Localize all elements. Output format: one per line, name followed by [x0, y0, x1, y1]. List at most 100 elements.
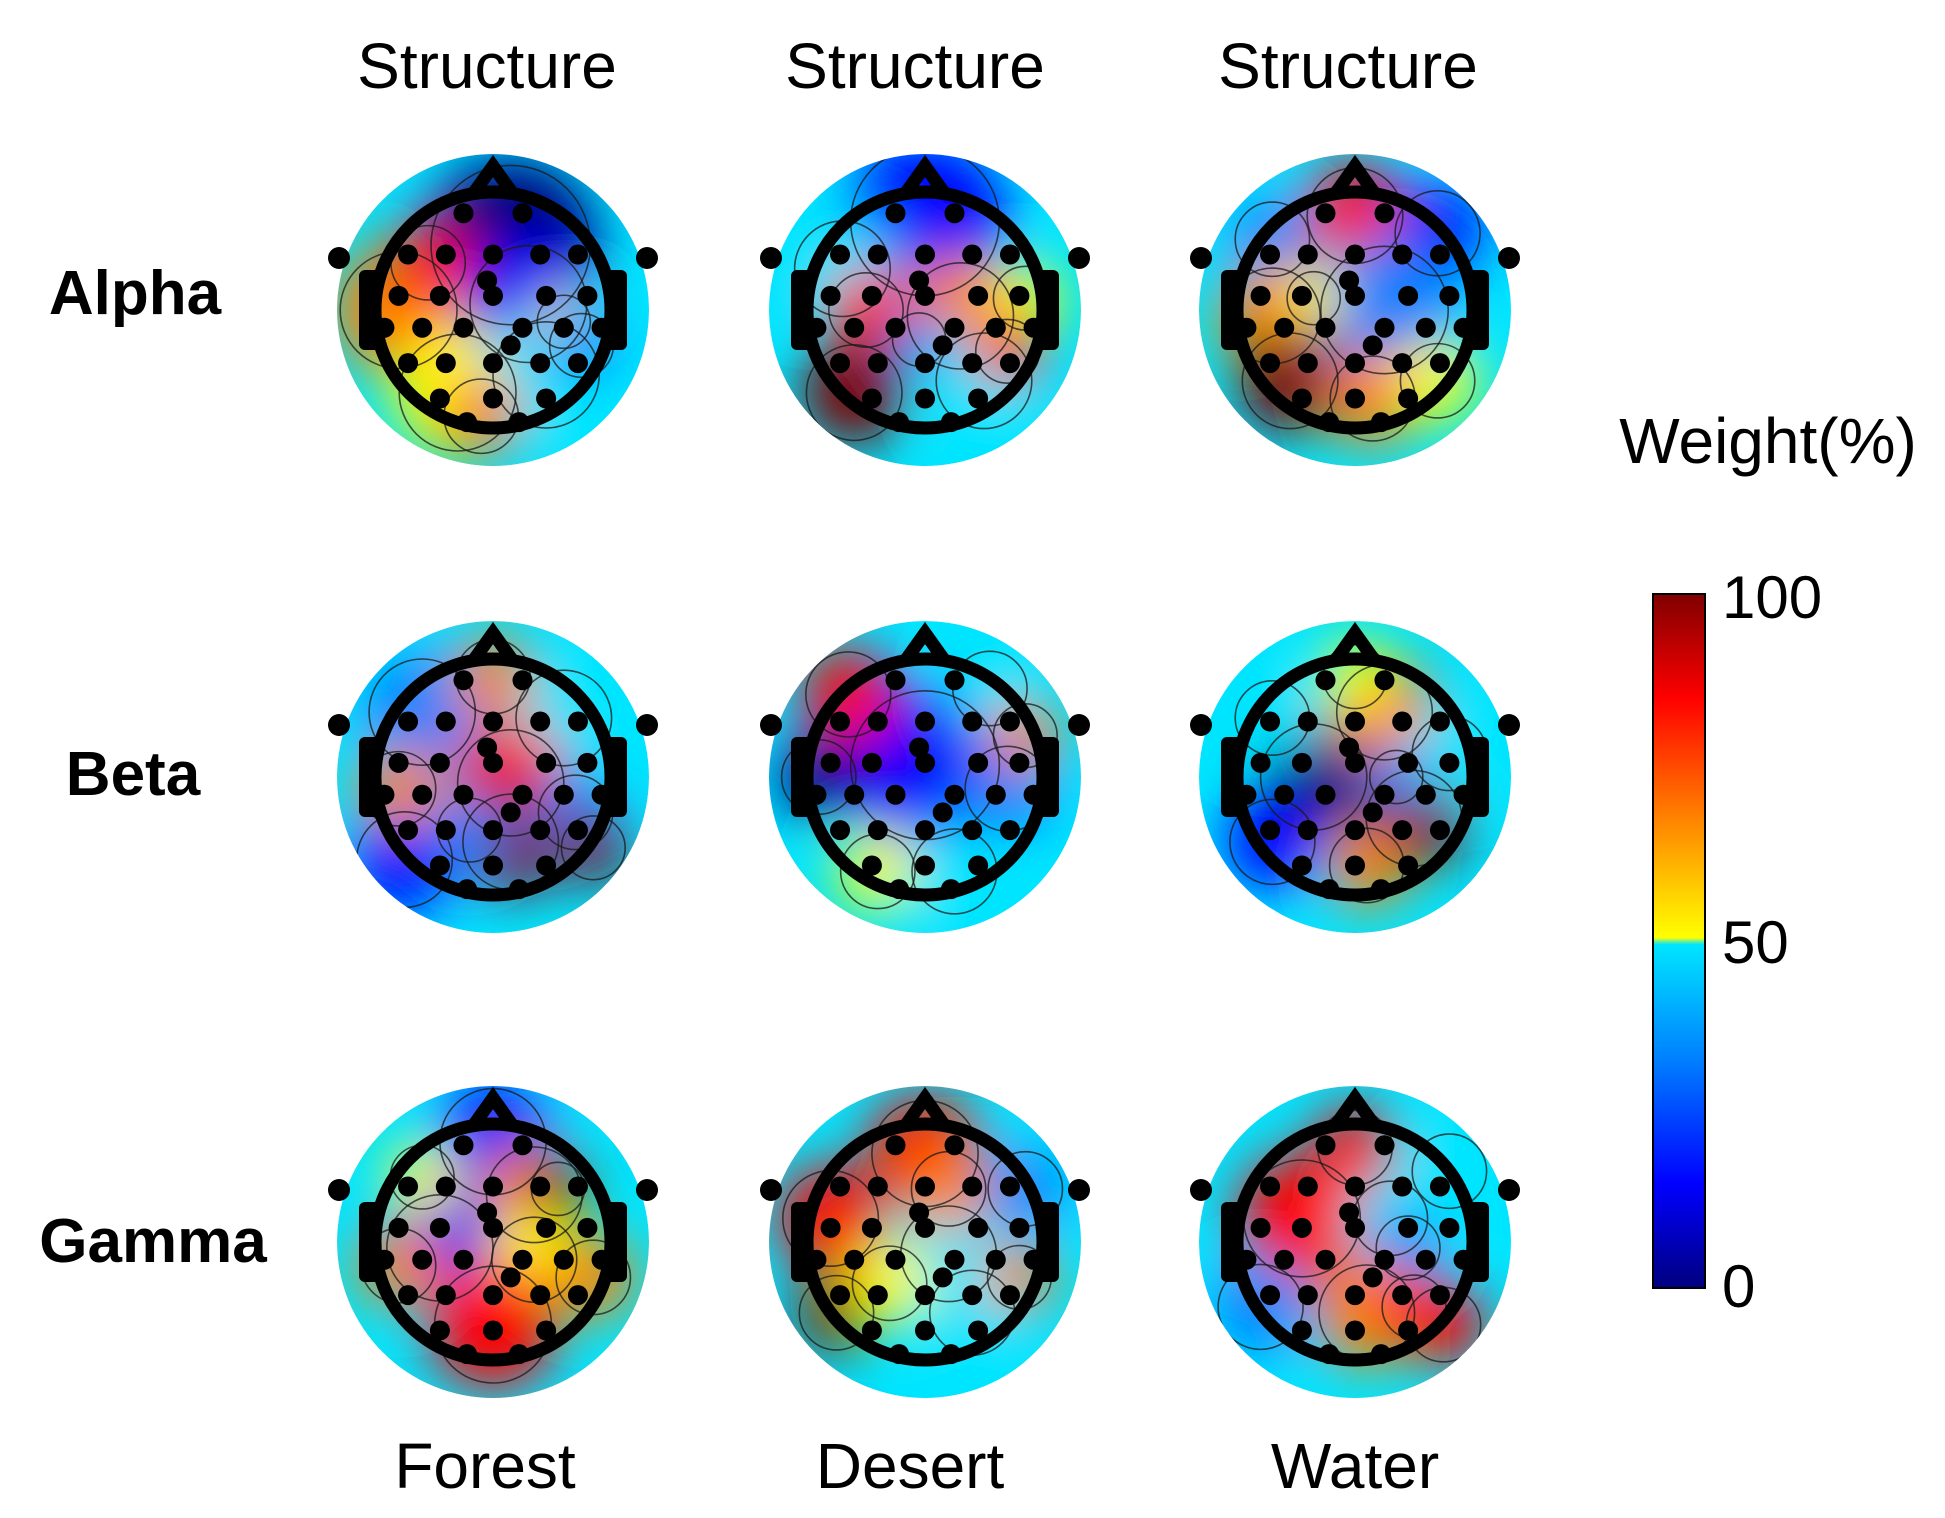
electrode [553, 784, 574, 805]
electrode [483, 1217, 503, 1238]
column-label-forest: Forest [394, 1430, 576, 1502]
electrode [1370, 1344, 1391, 1365]
contour-line [1319, 245, 1450, 375]
right-ear [1467, 737, 1489, 817]
electrode [483, 285, 503, 306]
electrode [1315, 784, 1336, 805]
electrode [530, 711, 551, 732]
electrode [1297, 244, 1318, 265]
electrode [999, 1285, 1020, 1306]
electrode [398, 1285, 419, 1306]
electrode [1291, 1217, 1312, 1238]
electrode [536, 752, 557, 773]
electrode [861, 1217, 882, 1238]
contour-line [798, 1274, 875, 1351]
electrode [483, 1320, 503, 1341]
electrode [968, 752, 989, 773]
nose-marker [1329, 154, 1381, 198]
electrode [1319, 1344, 1340, 1365]
electrode [1236, 784, 1257, 805]
electrode [1274, 1249, 1295, 1270]
contour-line [515, 669, 613, 767]
electrode [1260, 244, 1281, 265]
electrode [867, 1285, 888, 1306]
electrode [1429, 1285, 1450, 1306]
electrode [915, 855, 935, 876]
contour-line [1229, 798, 1316, 886]
electrode [844, 1249, 865, 1270]
electrode [536, 388, 557, 409]
contour-line [1217, 1263, 1304, 1351]
right-ear [1037, 270, 1059, 350]
electrode [435, 353, 456, 374]
electrode [453, 1135, 474, 1156]
electrode [536, 1217, 557, 1238]
electrode [1370, 412, 1391, 433]
electrode [1297, 711, 1318, 732]
electrode [830, 353, 851, 374]
nose-marker [899, 621, 951, 665]
electrode [1374, 670, 1395, 691]
electrode [1274, 784, 1295, 805]
electrode-left-reference [328, 247, 350, 269]
electrode [915, 1285, 935, 1306]
topomap-region [1284, 268, 1344, 328]
electrode [536, 855, 557, 876]
left-ear [359, 1202, 381, 1282]
contour-line [1368, 749, 1424, 805]
electrode [861, 1320, 882, 1341]
electrode [1260, 711, 1281, 732]
electrode [806, 1249, 827, 1270]
electrode [820, 285, 841, 306]
electrode [412, 317, 433, 338]
right-ear [605, 270, 627, 350]
electrode [1345, 1285, 1365, 1306]
electrode [944, 1135, 965, 1156]
contour-line [1399, 342, 1476, 419]
electrode [1362, 1267, 1383, 1288]
electrode [830, 820, 851, 841]
contour-line [935, 332, 1033, 430]
electrode [1453, 317, 1474, 338]
topomap-gamma-forest [328, 1086, 658, 1398]
colorbar [1652, 593, 1706, 1289]
electrode [500, 1267, 521, 1288]
topomap-region [1237, 327, 1344, 434]
electrode [453, 784, 474, 805]
electrode [512, 670, 533, 691]
electrode [909, 737, 930, 758]
topomap-beta-forest [328, 621, 658, 933]
electrode [1345, 711, 1365, 732]
electrode [500, 335, 521, 356]
topomap-alpha-water [1190, 154, 1520, 466]
contour-line [1286, 270, 1342, 326]
electrode [508, 1344, 529, 1365]
electrode-left-reference [1190, 247, 1212, 269]
electrode [457, 879, 478, 900]
electrode [985, 317, 1006, 338]
electrode [1439, 285, 1460, 306]
electrode [530, 1285, 551, 1306]
electrode [1453, 1249, 1474, 1270]
electrode [412, 784, 433, 805]
electrode [512, 1135, 533, 1156]
electrode-right-reference [1498, 1179, 1520, 1201]
electrode [500, 802, 521, 823]
nose-marker [1329, 621, 1381, 665]
electrode [1250, 752, 1271, 773]
electrode [1345, 285, 1365, 306]
contour-line [828, 272, 904, 348]
electrode [512, 203, 533, 224]
electrode [1415, 1249, 1436, 1270]
electrode [508, 879, 529, 900]
electrode [453, 317, 474, 338]
column-label-water: Water [1271, 1430, 1439, 1502]
contour-line [560, 815, 626, 881]
nose-marker [1329, 1086, 1381, 1130]
electrode [1291, 285, 1312, 306]
electrode [412, 1249, 433, 1270]
topomap-alpha-forest [328, 154, 658, 466]
electrode [1023, 1249, 1044, 1270]
electrode [940, 412, 961, 433]
electrode [429, 285, 450, 306]
